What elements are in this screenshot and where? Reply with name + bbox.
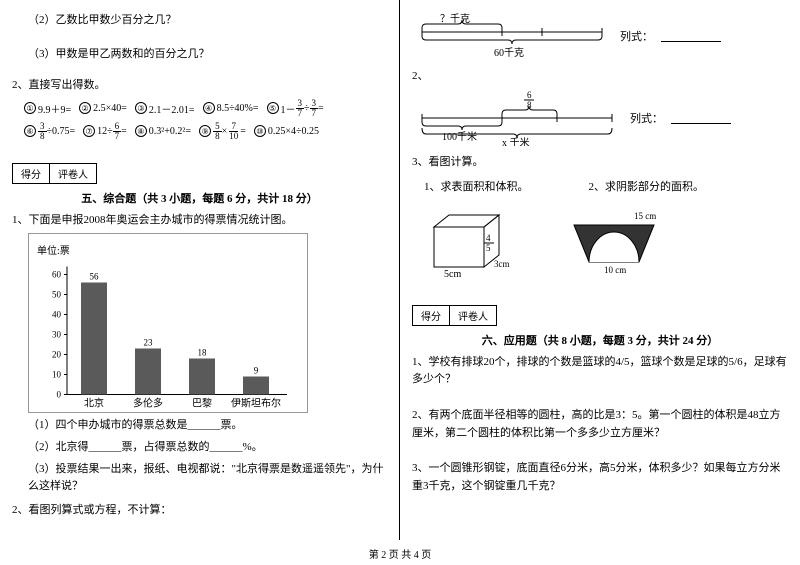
svg-text:60千克: 60千克 bbox=[494, 47, 524, 59]
svg-text:？千克: ？千克 bbox=[440, 13, 470, 25]
app-q2: 2、有两个底面半径相等的圆柱，高的比是3：5。第一个圆柱的体积是48立方厘米，第… bbox=[412, 407, 788, 442]
chart-sub3: （3）投票结果一出来，报纸、电视都说："北京得票是数遥遥领先"，为什么这样说？ bbox=[12, 461, 387, 496]
brace-diagram-1: ？千克 60千克 列式： bbox=[412, 12, 788, 60]
svg-text:x 千米: x 千米 bbox=[502, 136, 530, 146]
svg-text:56: 56 bbox=[90, 272, 100, 282]
score-box: 得分评卷人 bbox=[12, 163, 97, 184]
svg-text:多伦多: 多伦多 bbox=[133, 397, 163, 410]
chart-sub2: （2）北京得______票，占得票总数的______%。 bbox=[12, 439, 387, 457]
p3a: 1、求表面积和体积。 bbox=[424, 179, 529, 197]
svg-text:5: 5 bbox=[486, 243, 491, 253]
section-6-title: 六、应用题（共 8 小题，每题 3 分，共计 24 分） bbox=[412, 332, 788, 348]
svg-text:50: 50 bbox=[52, 290, 62, 300]
svg-text:23: 23 bbox=[144, 338, 154, 348]
p3b: 2、求阴影部分的面积。 bbox=[589, 179, 705, 197]
score-box-2: 得分评卷人 bbox=[412, 305, 497, 326]
bar-chart: 单位:票 010203040506056北京23多伦多18巴黎9伊斯坦布尔 bbox=[28, 233, 308, 413]
trapezoid-figure: 15 cm 10 cm bbox=[554, 207, 674, 277]
equation-row-1: ①9.9＋9= ②2.5×40= ③ 2.1－2.01= ④ 8.5÷40%= … bbox=[24, 99, 387, 118]
equation-row-2: ⑥ 38 ÷0.75= ⑦ 12÷ 67 = ⑧ 0.3²+0.2²= ⑨ 58… bbox=[24, 122, 387, 141]
question-3: （3）甲数是甲乙两数和的百分之几？ bbox=[12, 46, 387, 64]
svg-text:3cm: 3cm bbox=[494, 259, 510, 269]
question-2: （2）乙数比甲数少百分之几？ bbox=[12, 12, 387, 30]
svg-text:100千米: 100千米 bbox=[442, 130, 477, 143]
svg-text:6: 6 bbox=[527, 90, 532, 100]
svg-text:40: 40 bbox=[52, 310, 62, 320]
right-p3: 3、看图计算。 bbox=[412, 154, 788, 172]
svg-text:30: 30 bbox=[52, 330, 62, 340]
formula-label: 列式： bbox=[620, 28, 653, 44]
figure-row: 4 5 3cm 5cm 15 cm 10 cm bbox=[424, 207, 788, 277]
svg-text:巴黎: 巴黎 bbox=[192, 397, 212, 410]
formula-blank-1[interactable] bbox=[661, 30, 721, 42]
p2b: 2、看图列算式或方程，不计算： bbox=[12, 502, 387, 520]
svg-text:15 cm: 15 cm bbox=[634, 211, 656, 221]
svg-text:4: 4 bbox=[486, 233, 491, 243]
svg-text:10 cm: 10 cm bbox=[604, 265, 626, 275]
cube-figure: 4 5 3cm 5cm bbox=[424, 207, 514, 277]
svg-text:伊斯坦布尔: 伊斯坦布尔 bbox=[231, 397, 281, 410]
svg-text:5cm: 5cm bbox=[444, 269, 461, 277]
svg-text:10: 10 bbox=[52, 370, 62, 380]
svg-text:9: 9 bbox=[254, 366, 259, 376]
app-q3: 3、一个圆锥形钢锭，底面直径6分米，高5分米，体积多少？如果每立方分米重3千克，… bbox=[412, 460, 788, 495]
section-5-title: 五、综合题（共 3 小题，每题 6 分，共计 18 分） bbox=[12, 190, 387, 206]
svg-text:60: 60 bbox=[52, 270, 62, 280]
brace-diagram-2: 6 8 100千米 x 千米 列式： bbox=[412, 90, 788, 146]
p2-title: 2、直接写出得数。 bbox=[12, 77, 387, 95]
page-footer: 第 2 页 共 4 页 bbox=[0, 546, 800, 561]
right-p2: 2、 bbox=[412, 68, 788, 86]
svg-text:20: 20 bbox=[52, 350, 62, 360]
chart-intro: 1、下面是申报2008年奥运会主办城市的得票情况统计图。 bbox=[12, 212, 387, 230]
formula-label-2: 列式： bbox=[630, 110, 663, 126]
app-q1: 1、学校有排球20个，排球的个数是篮球的4/5，篮球个数是足球的5/6，足球有多… bbox=[412, 354, 788, 389]
svg-text:18: 18 bbox=[198, 348, 208, 358]
formula-blank-2[interactable] bbox=[671, 112, 731, 124]
svg-text:北京: 北京 bbox=[84, 397, 104, 410]
svg-text:0: 0 bbox=[57, 390, 62, 400]
